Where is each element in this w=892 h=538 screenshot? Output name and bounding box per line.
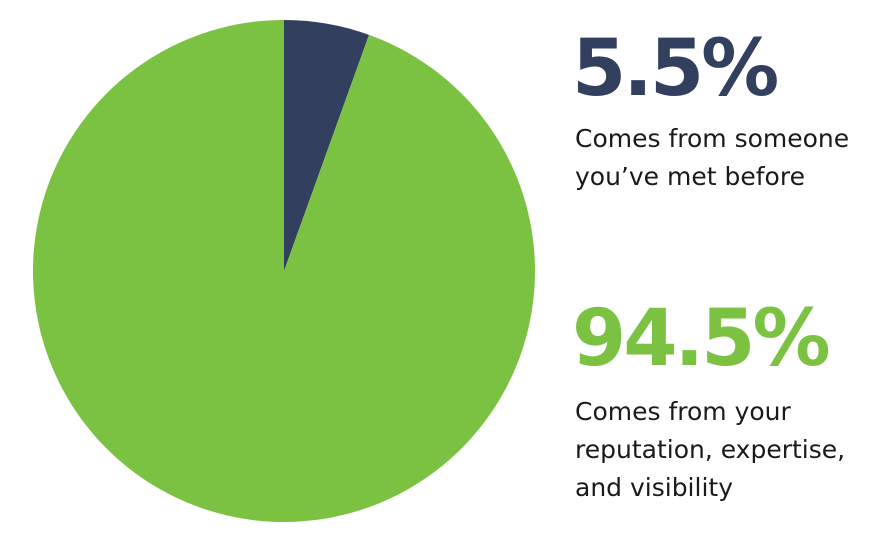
slice-description: Comes from your reputation, expertise, a… <box>575 397 846 502</box>
chart <box>33 20 536 523</box>
value-label: 94.5% <box>572 294 831 384</box>
value-label: 5.5% <box>572 24 779 114</box>
pie-slice <box>33 20 536 523</box>
slice-description: Comes from someone you’ve met before <box>575 124 850 191</box>
pie-slice <box>284 20 370 271</box>
